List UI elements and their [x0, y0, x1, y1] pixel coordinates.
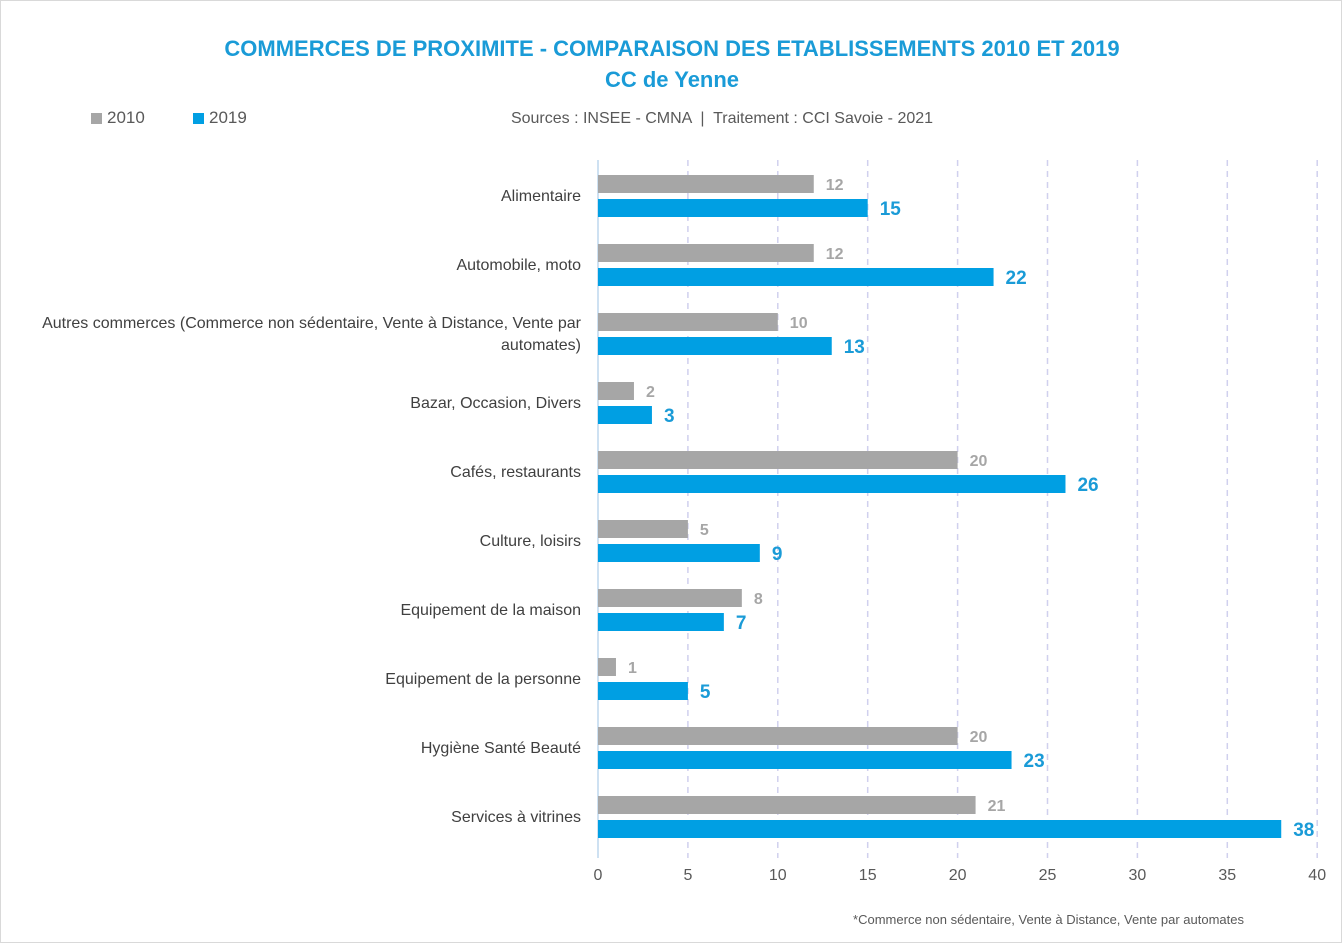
bar-2010	[598, 451, 958, 469]
bar-2019	[598, 613, 724, 631]
data-label-2010: 12	[826, 177, 844, 194]
x-tick-label: 0	[594, 867, 603, 884]
x-tick-label: 35	[1218, 867, 1236, 884]
bar-2010	[598, 175, 814, 193]
category-label: Bazar, Occasion, Divers	[410, 395, 581, 412]
data-label-2019: 5	[700, 682, 711, 703]
legend-swatch-2019	[193, 112, 204, 124]
data-label-2019: 15	[880, 199, 902, 220]
bar-2019	[598, 820, 1282, 838]
data-label-2019: 13	[844, 337, 865, 358]
x-tick-label: 25	[1039, 867, 1057, 884]
category-label: Culture, loisirs	[480, 533, 581, 550]
data-label-2019: 23	[1024, 751, 1045, 772]
data-label-2010: 12	[826, 246, 844, 263]
bar-2019	[598, 682, 688, 700]
bar-2019	[598, 268, 994, 286]
legend-item-2010: 2010	[91, 108, 145, 128]
data-label-2019: 26	[1077, 475, 1098, 496]
bar-2019	[598, 406, 652, 424]
footnote: *Commerce non sédentaire, Vente à Distan…	[853, 912, 1244, 927]
bar-2010	[598, 727, 958, 745]
x-tick-label: 15	[859, 867, 877, 884]
data-label-2010: 10	[790, 315, 808, 332]
data-label-2019: 22	[1006, 268, 1027, 289]
category-label: automates)	[501, 337, 581, 354]
bar-2019	[598, 475, 1066, 493]
legend-swatch-2010	[91, 112, 102, 124]
category-label: Equipement de la maison	[400, 602, 581, 619]
data-label-2019: 38	[1293, 820, 1314, 841]
category-label: Cafés, restaurants	[450, 464, 581, 481]
category-label: Alimentaire	[501, 188, 581, 205]
chart-subtitle: CC de Yenne	[604, 67, 740, 92]
bar-2019	[598, 751, 1012, 769]
legend-item-2019: 2019	[193, 108, 247, 128]
bar-2010	[598, 244, 814, 262]
x-tick-label: 10	[769, 867, 787, 884]
data-label-2019: 7	[736, 613, 747, 634]
bar-2019	[598, 337, 832, 355]
data-label-2010: 8	[754, 591, 763, 608]
chart-title: COMMERCES DE PROXIMITE - COMPARAISON DES…	[224, 36, 1120, 61]
x-tick-label: 30	[1129, 867, 1147, 884]
x-tick-label: 5	[683, 867, 692, 884]
data-label-2019: 3	[664, 406, 675, 427]
data-label-2010: 20	[970, 453, 988, 470]
data-label-2019: 9	[772, 544, 783, 565]
data-label-2010: 1	[628, 660, 637, 677]
bar-2010	[598, 313, 778, 331]
data-label-2010: 21	[988, 798, 1006, 815]
category-label: Services à vitrines	[451, 809, 581, 826]
category-label: Equipement de la personne	[385, 671, 581, 688]
data-label-2010: 20	[970, 729, 988, 746]
x-tick-label: 20	[949, 867, 967, 884]
category-label: Automobile, moto	[456, 257, 581, 274]
legend-label-2019: 2019	[209, 108, 247, 127]
data-label-2010: 2	[646, 384, 655, 401]
legend-label-2010: 2010	[107, 108, 145, 127]
x-tick-label: 40	[1308, 867, 1326, 884]
data-label-2010: 5	[700, 522, 709, 539]
bar-2010	[598, 520, 688, 538]
category-label: Hygiène Santé Beauté	[421, 740, 581, 757]
category-label: Autres commerces (Commerce non sédentair…	[42, 315, 582, 332]
bar-2019	[598, 544, 760, 562]
bar-2019	[598, 199, 868, 217]
bar-2010	[598, 658, 616, 676]
bar-2010	[598, 382, 634, 400]
bar-2010	[598, 589, 742, 607]
source-note: Sources : INSEE - CMNA | Traitement : CC…	[510, 110, 934, 127]
bar-2010	[598, 796, 976, 814]
